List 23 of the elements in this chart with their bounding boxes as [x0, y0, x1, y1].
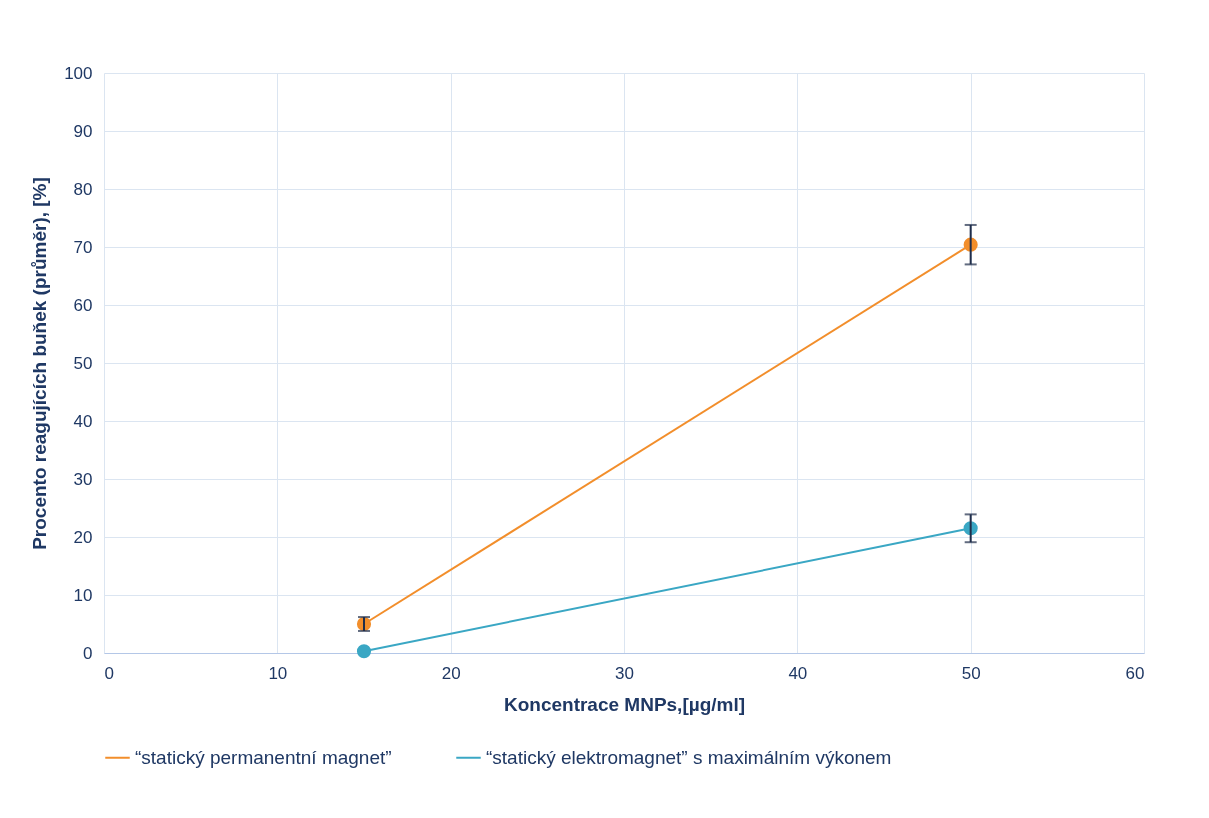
x-tick-label: 0 [104, 663, 114, 683]
y-axis-title: Procento reagujících buňek (průměr), [%] [29, 177, 51, 550]
x-tick-label: 30 [615, 663, 634, 683]
y-tick-label: 90 [73, 121, 93, 141]
y-tick-label: 20 [73, 527, 93, 547]
x-tick-label: 20 [441, 663, 461, 683]
x-axis-title: Koncentrace MNPs,[µg/ml] [503, 693, 746, 715]
x-tick-label: 40 [788, 663, 808, 683]
legend-label: “statický permanentní magnet” [135, 746, 392, 768]
y-tick-label: 50 [73, 353, 93, 373]
y-tick-label: 70 [73, 237, 93, 257]
y-tick-label: 40 [73, 411, 93, 431]
y-tick-label: 10 [73, 585, 93, 605]
x-tick-label: 60 [1125, 663, 1145, 683]
y-tick-label: 0 [83, 643, 93, 663]
y-tick-label: 60 [73, 295, 93, 315]
point [356, 644, 372, 659]
legend-label: “statický elektromagnet” s maximálním výkonem [486, 746, 892, 768]
x-tick-label: 10 [268, 663, 288, 683]
y-tick-label: 100 [64, 63, 93, 83]
y-tick-label: 80 [73, 179, 93, 199]
y-tick-label: 30 [73, 469, 93, 489]
x-tick-label: 50 [961, 663, 981, 683]
